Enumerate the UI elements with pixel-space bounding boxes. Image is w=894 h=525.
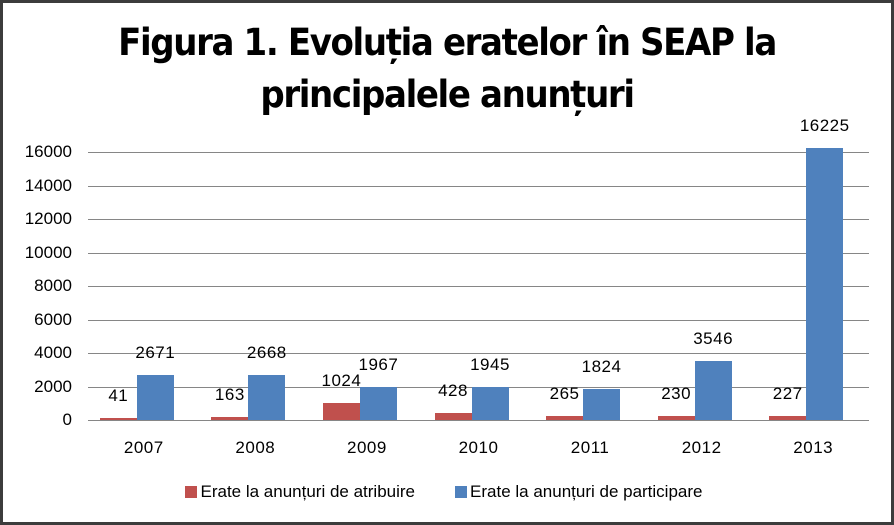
bar-participare <box>359 387 397 420</box>
data-label: 1824 <box>581 357 622 377</box>
y-tick-label: 8000 <box>34 276 72 295</box>
gridline <box>88 219 869 220</box>
legend-label-atribuire: Erate la anunțuri de atribuire <box>200 482 416 501</box>
data-label: 265 <box>549 383 580 403</box>
data-label: 2671 <box>135 343 176 363</box>
data-label: 2668 <box>246 343 287 363</box>
y-tick-label: 16000 <box>24 142 72 161</box>
legend-swatch-atribuire <box>185 486 198 498</box>
bar-participare <box>806 148 844 420</box>
gridline <box>88 286 869 287</box>
x-tick-label: 2007 <box>123 438 164 457</box>
bar-atribuire <box>99 418 137 420</box>
chart-title-line1: Figura 1. Evoluția eratelor în SEAP la <box>118 21 777 64</box>
gridline <box>88 353 869 354</box>
x-tick-label: 2011 <box>570 438 610 457</box>
bar-atribuire <box>434 412 472 420</box>
y-tick-label: 10000 <box>24 242 72 262</box>
gridline <box>88 420 869 421</box>
y-tick-label: 0 <box>62 410 72 429</box>
gridline <box>88 152 869 153</box>
x-tick-label: 2013 <box>793 438 834 457</box>
data-label: 227 <box>772 384 803 404</box>
data-label: 1967 <box>358 355 399 375</box>
x-tick-label: 2010 <box>458 438 499 457</box>
data-label: 3546 <box>693 328 734 348</box>
legend-item-participare: Erate la anunțuri de participare <box>455 482 703 502</box>
bar-participare <box>248 375 286 420</box>
gridline <box>88 319 869 321</box>
data-label: 428 <box>438 380 468 400</box>
bar-atribuire <box>657 416 695 420</box>
y-tick-label: 2000 <box>34 376 72 396</box>
bar-participare <box>136 375 174 420</box>
x-tick-label: 2009 <box>347 438 387 457</box>
data-label: 1024 <box>321 370 362 390</box>
legend-label-participare: Erate la anunțuri de participare <box>470 482 703 501</box>
bar-participare <box>471 387 509 420</box>
y-tick-label: 6000 <box>34 309 72 329</box>
bar-participare <box>694 360 732 420</box>
plot-area: 0 2000 4000 6000 8000 10000 12000 14000 16000 41 2… <box>25 116 869 429</box>
bar-atribuire <box>769 416 807 420</box>
bar-atribuire <box>546 415 584 420</box>
bar-atribuire <box>211 417 249 420</box>
data-label: 163 <box>214 385 245 405</box>
data-label: 16225 <box>799 116 850 136</box>
data-label: 230 <box>661 384 692 404</box>
y-tick-label: 4000 <box>34 343 72 362</box>
gridline <box>88 185 869 187</box>
data-label: 41 <box>108 386 129 405</box>
y-tick-label: 12000 <box>24 209 72 228</box>
gridline <box>88 252 869 254</box>
x-tick-label: 2008 <box>235 438 276 457</box>
chart-title: Figura 1. Evoluția eratelor în SEAP la p… <box>39 17 856 121</box>
x-tick-label: 2012 <box>681 438 722 457</box>
legend: Erate la anunțuri de atribuire Erate la … <box>0 482 888 502</box>
bar-participare <box>583 389 621 420</box>
data-label: 1945 <box>470 355 510 375</box>
chart-title-line2: principalele anunțuri <box>260 73 635 116</box>
legend-item-atribuire: Erate la anunțuri de atribuire <box>185 482 415 502</box>
bar-atribuire <box>322 402 360 420</box>
y-tick-label: 14000 <box>24 175 72 195</box>
legend-swatch-participare <box>455 486 468 498</box>
gridline <box>88 386 869 388</box>
